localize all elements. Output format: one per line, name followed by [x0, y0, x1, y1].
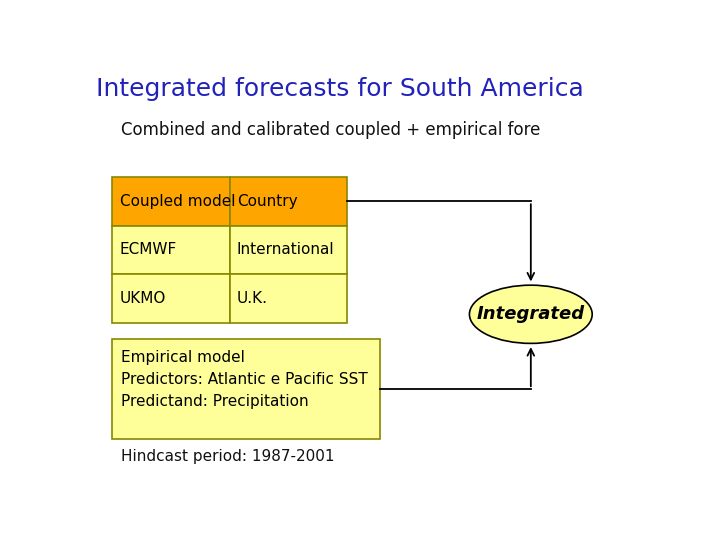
FancyBboxPatch shape — [230, 226, 347, 274]
FancyBboxPatch shape — [230, 274, 347, 322]
FancyBboxPatch shape — [112, 339, 380, 439]
FancyBboxPatch shape — [112, 177, 230, 226]
Text: Combined and calibrated coupled + empirical fore: Combined and calibrated coupled + empiri… — [121, 121, 540, 139]
FancyBboxPatch shape — [112, 274, 230, 322]
Text: ECMWF: ECMWF — [120, 242, 177, 258]
Text: Empirical model
Predictors: Atlantic e Pacific SST
Predictand: Precipitation: Empirical model Predictors: Atlantic e P… — [121, 349, 367, 409]
Ellipse shape — [469, 285, 592, 343]
Text: International: International — [237, 242, 334, 258]
FancyBboxPatch shape — [112, 226, 230, 274]
Text: Coupled model: Coupled model — [120, 194, 235, 209]
Text: UKMO: UKMO — [120, 291, 166, 306]
FancyBboxPatch shape — [230, 177, 347, 226]
Text: Integrated: Integrated — [477, 305, 585, 323]
Text: Integrated forecasts for South America: Integrated forecasts for South America — [96, 77, 583, 102]
Text: U.K.: U.K. — [237, 291, 268, 306]
Text: Country: Country — [237, 194, 297, 209]
Text: Hindcast period: 1987-2001: Hindcast period: 1987-2001 — [121, 449, 334, 464]
